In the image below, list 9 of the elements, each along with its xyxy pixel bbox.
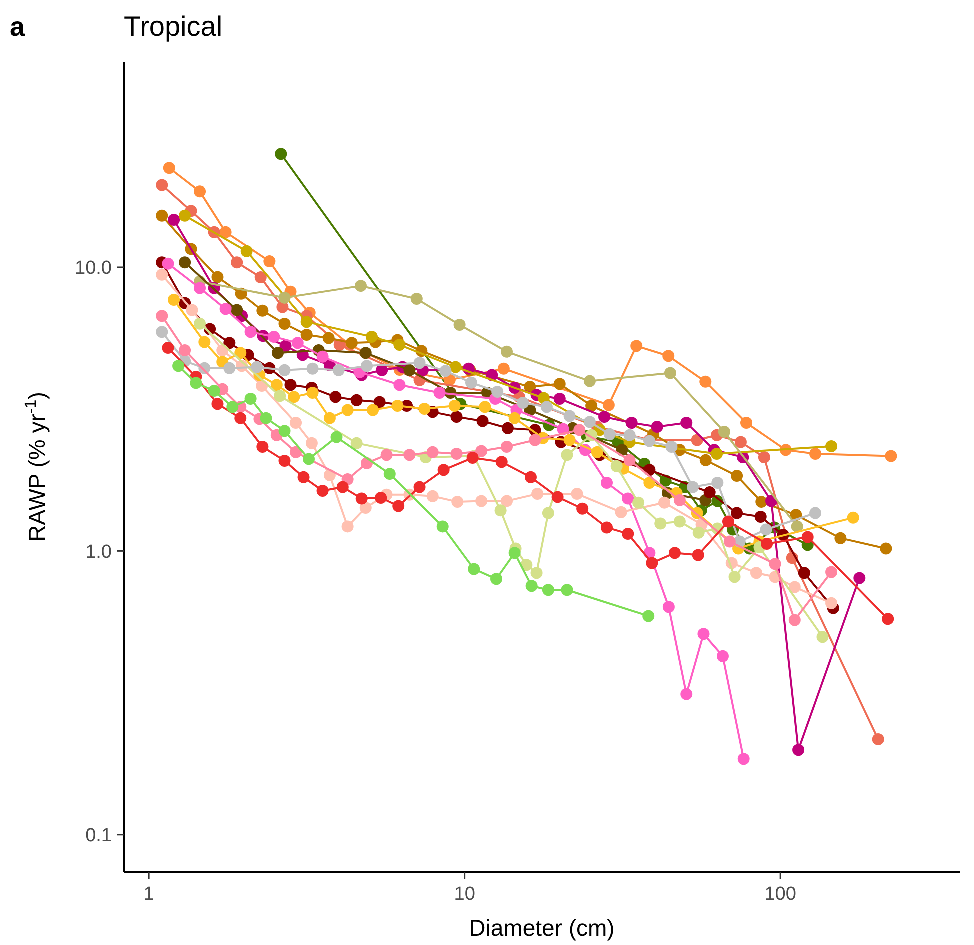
y-tick-label: 0.1 bbox=[86, 826, 112, 847]
y-tick-label: 10.0 bbox=[75, 258, 112, 280]
x-tick-label: 10 bbox=[454, 884, 476, 905]
text: a bbox=[10, 12, 26, 42]
x-axis-title: Diameter (cm) bbox=[469, 915, 615, 941]
x-tick-label: 100 bbox=[764, 884, 796, 905]
chart-title: Tropical bbox=[124, 11, 223, 42]
x-tick-label: 1 bbox=[144, 884, 154, 905]
y-tick-label: 1.0 bbox=[86, 542, 112, 563]
